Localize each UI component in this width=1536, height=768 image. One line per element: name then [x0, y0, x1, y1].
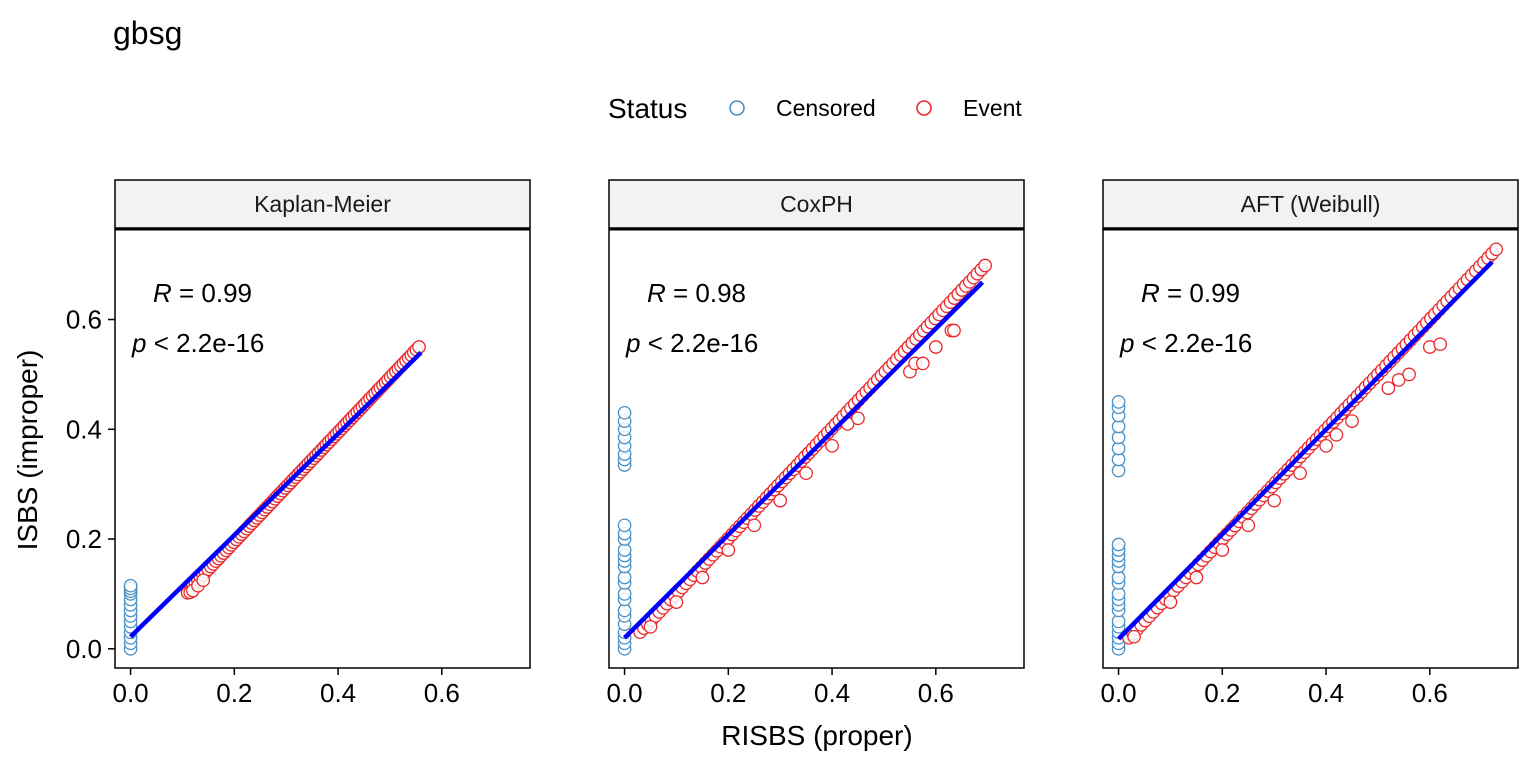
plot-border: [608, 228, 1025, 669]
event-point: [1163, 595, 1178, 609]
event-point: [1391, 373, 1406, 387]
y-axis: 0.0 0.2 0.4 0.6: [66, 305, 115, 664]
legend-censored-label: Censored: [776, 95, 876, 121]
y-tick-label: 0.0: [66, 634, 102, 664]
chart-title: gbsg: [113, 15, 182, 51]
plot-border: [1102, 228, 1519, 669]
censored-point: [1111, 395, 1126, 409]
event-point: [721, 543, 736, 557]
event-point: [799, 466, 813, 481]
panel-kaplan-meier: Kaplan-Meier 0.0 0.2 0.4 0.6 R = 0.99 p < 2.2e…: [112, 179, 531, 708]
y-axis-label: ISBS (improper): [12, 350, 43, 551]
event-point: [1241, 518, 1256, 533]
x-tick-label: 0.0: [112, 678, 148, 708]
panel-strip: [114, 179, 531, 229]
event-point: [1329, 427, 1344, 442]
p-value-label: p < 2.2e-16: [1119, 328, 1252, 358]
correlation-label: R = 0.99: [153, 278, 252, 308]
fit-line: [128, 350, 423, 639]
event-point: [1345, 414, 1359, 428]
censored-point: [617, 405, 632, 420]
legend-event-label: Event: [963, 95, 1022, 121]
panel-strip-label: Kaplan-Meier: [254, 191, 391, 217]
panel-strip-label: AFT (Weibull): [1241, 191, 1381, 217]
panel-strip: [1102, 179, 1519, 229]
event-point: [1215, 543, 1230, 557]
event-point: [1489, 242, 1504, 257]
plot-border: [114, 228, 531, 669]
event-point: [1381, 381, 1396, 395]
panel-aft-weibull: AFT (Weibull) 0.0 0.2 0.4 0.6 R = 0.99 p < 2.2…: [1100, 179, 1519, 708]
x-tick-label: 0.4: [320, 678, 356, 708]
event-point: [1402, 367, 1416, 382]
panel-strip: [608, 179, 1025, 229]
legend-censored-marker: [729, 100, 745, 116]
event-point: [773, 493, 788, 508]
event-point: [915, 356, 930, 371]
event-point: [643, 619, 658, 634]
y-tick-label: 0.2: [66, 524, 102, 554]
event-point: [1189, 570, 1204, 585]
event-point: [825, 438, 839, 453]
event-point: [1267, 493, 1282, 508]
legend: Status Censored Event: [608, 93, 1022, 124]
x-tick-label: 0.0: [606, 678, 642, 708]
correlation-label: R = 0.99: [1141, 278, 1240, 308]
panel-strip-label: CoxPH: [780, 191, 853, 217]
censored-point: [1111, 537, 1126, 552]
event-point: [669, 595, 684, 609]
event-point: [1127, 629, 1141, 644]
event-point: [947, 323, 961, 338]
event-point: [928, 340, 943, 354]
x-tick-label: 0.2: [710, 678, 746, 708]
y-tick-label: 0.6: [66, 305, 102, 335]
y-tick-label: 0.4: [66, 414, 102, 444]
event-point: [695, 570, 710, 585]
x-tick-label: 0.4: [814, 678, 850, 708]
x-tick-label: 0.2: [1204, 678, 1240, 708]
event-point: [851, 411, 865, 426]
x-tick-label: 0.2: [216, 678, 252, 708]
x-tick-label: 0.0: [1100, 678, 1136, 708]
p-value-label: p < 2.2e-16: [131, 328, 264, 358]
legend-event-marker: [916, 100, 932, 116]
panel-coxph: CoxPH 0.0 0.2 0.4 0.6 R = 0.98 p < 2.2e-16: [606, 179, 1025, 708]
event-point: [978, 258, 992, 273]
censored-point: [617, 518, 632, 533]
facet-panels: Kaplan-Meier 0.0 0.2 0.4 0.6 R = 0.99 p < 2.2e…: [112, 179, 1519, 708]
x-tick-label: 0.4: [1308, 678, 1344, 708]
event-point: [1433, 337, 1448, 352]
p-value-label: p < 2.2e-16: [625, 328, 758, 358]
legend-title: Status: [608, 93, 687, 124]
censored-point: [123, 578, 138, 593]
fit-line: [1116, 260, 1494, 641]
x-tick-label: 0.6: [424, 678, 460, 708]
event-point: [747, 518, 762, 533]
fit-line: [622, 280, 985, 640]
x-axis-label: RISBS (proper): [721, 720, 912, 751]
x-tick-label: 0.6: [918, 678, 954, 708]
event-point: [1293, 466, 1307, 481]
event-point: [196, 573, 211, 588]
event-point: [1319, 438, 1333, 453]
x-tick-label: 0.6: [1412, 678, 1448, 708]
correlation-label: R = 0.98: [647, 278, 746, 308]
